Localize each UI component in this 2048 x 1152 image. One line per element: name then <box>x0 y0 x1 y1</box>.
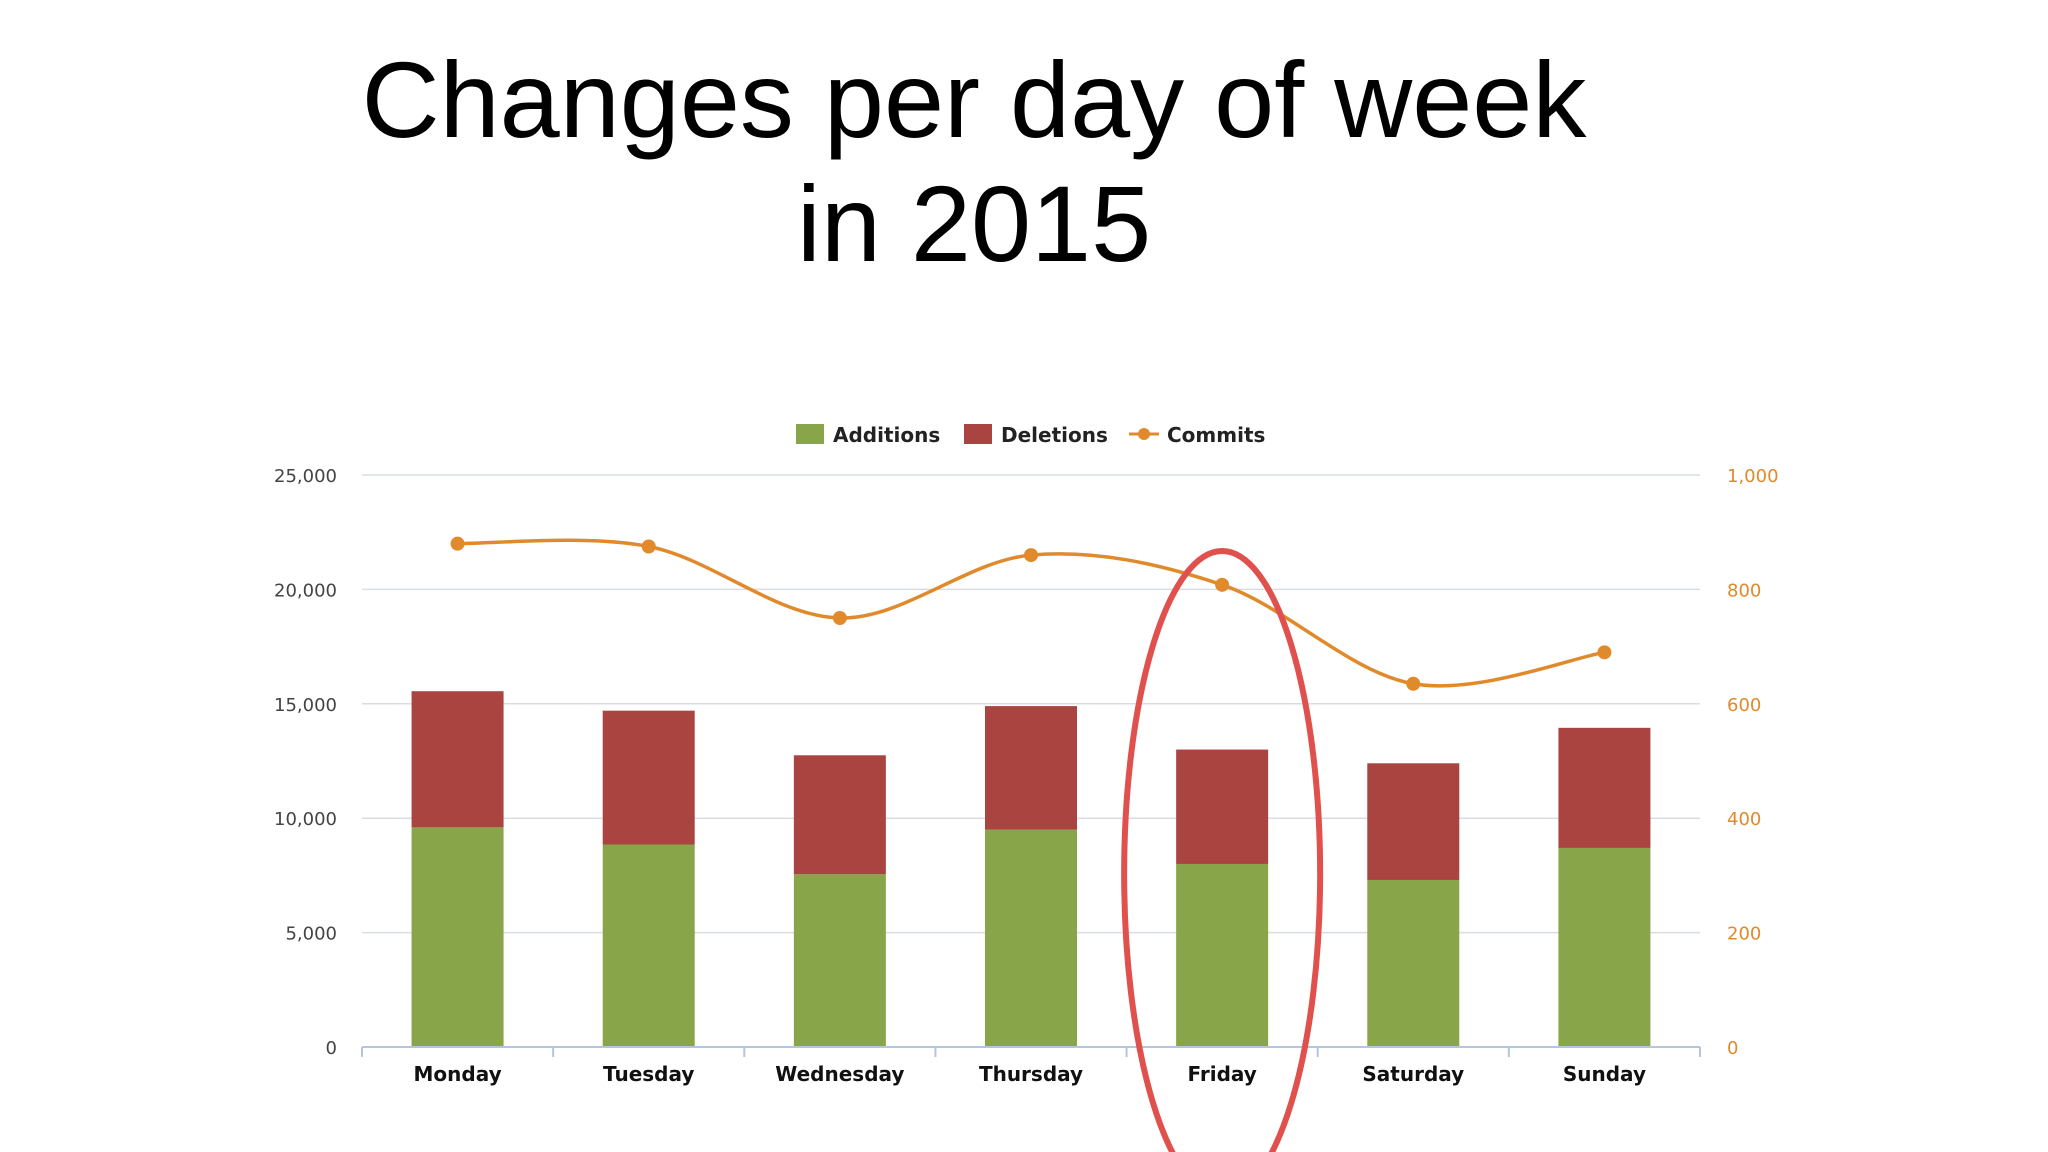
slide-title-line-2: in 2015 <box>796 163 1152 284</box>
left-axis-tick-label: 5,000 <box>285 924 337 945</box>
commits-point-monday <box>450 536 465 551</box>
highlight-ellipse-friday <box>1121 548 1324 1152</box>
bars <box>411 691 1651 1047</box>
right-axis-tick-label: 200 <box>1727 924 1761 945</box>
x-tick-label-wednesday: Wednesday <box>775 1062 904 1086</box>
legend-label-commits: Commits <box>1167 423 1265 447</box>
right-axis-tick-label: 400 <box>1727 809 1761 830</box>
bar-deletions-tuesday <box>602 710 695 845</box>
bar-additions-monday <box>411 827 504 1047</box>
x-axis <box>361 1046 1701 1057</box>
left-axis-tick-label: 10,000 <box>274 809 337 830</box>
bar-deletions-sunday <box>1558 727 1651 848</box>
x-tick-label-friday: Friday <box>1187 1062 1256 1086</box>
commits-point-wednesday <box>832 611 847 625</box>
right-axis-tick-label: 1,000 <box>1727 466 1779 487</box>
left-axis-tick-label: 15,000 <box>274 695 337 716</box>
tick-labels: 0 0 5,000 200 10,000 400 15,000 600 20,000 800 25,… <box>274 466 1779 1086</box>
left-axis-tick-label: 0 <box>326 1038 337 1059</box>
x-tick-label-saturday: Saturday <box>1362 1062 1464 1086</box>
slide-title-line-1: Changes per day of week <box>361 39 1587 160</box>
x-tick-label-tuesday: Tuesday <box>603 1062 694 1086</box>
bar-additions-friday <box>1176 863 1269 1047</box>
bar-additions-thursday <box>985 829 1077 1047</box>
bar-deletions-saturday <box>1367 763 1460 880</box>
bar-additions-tuesday <box>602 844 695 1047</box>
legend-swatch-additions <box>796 424 824 444</box>
bar-additions-wednesday <box>793 874 886 1047</box>
x-tick-label-thursday: Thursday <box>979 1062 1083 1086</box>
legend-label-additions: Additions <box>833 423 940 447</box>
right-axis-tick-label: 0 <box>1727 1038 1738 1059</box>
legend-marker-commits <box>1138 428 1150 440</box>
left-axis-tick-label: 25,000 <box>274 466 337 487</box>
bar-deletions-thursday <box>985 706 1077 830</box>
friday-highlight-ellipse <box>1121 548 1324 1152</box>
legend-swatch-deletions <box>964 424 992 444</box>
right-axis-tick-label: 800 <box>1727 580 1761 601</box>
bar-deletions-friday <box>1176 749 1269 864</box>
bar-deletions-monday <box>411 691 504 828</box>
right-axis-tick-label: 600 <box>1727 695 1761 716</box>
x-tick-label-sunday: Sunday <box>1563 1062 1646 1086</box>
bar-additions-sunday <box>1558 847 1651 1047</box>
commits-point-saturday <box>1406 676 1421 691</box>
slide-title: Changes per day of week in 2015 <box>0 38 1948 286</box>
commits-point-friday <box>1215 577 1230 592</box>
bar-additions-saturday <box>1367 879 1460 1047</box>
commits-point-sunday <box>1597 645 1612 660</box>
commits-point-tuesday <box>641 539 656 554</box>
left-axis-tick-label: 20,000 <box>274 580 337 601</box>
commits-point-thursday <box>1024 548 1038 563</box>
legend: Additions Deletions Commits <box>796 423 1265 447</box>
bar-deletions-wednesday <box>793 755 886 875</box>
commits-line-path <box>457 538 1605 688</box>
legend-label-deletions: Deletions <box>1001 423 1108 447</box>
x-tick-label-monday: Monday <box>414 1062 502 1086</box>
commits-line <box>450 536 1612 691</box>
